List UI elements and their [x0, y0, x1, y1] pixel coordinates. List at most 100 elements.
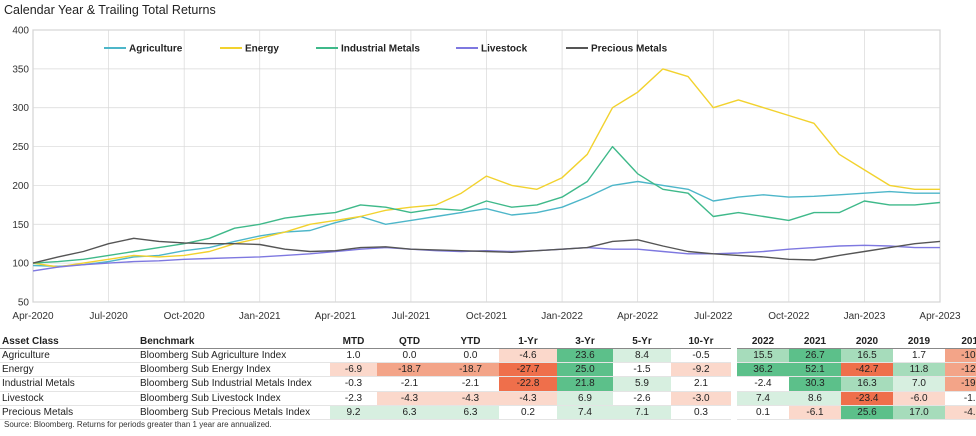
return-cell: -23.4 [841, 391, 893, 406]
y-tick-label: 200 [12, 181, 29, 192]
return-cell: -2.1 [377, 376, 442, 392]
return-cell: -9.2 [671, 362, 731, 378]
return-cell: 25.0 [557, 362, 613, 378]
x-tick-label: Apr-2023 [919, 311, 961, 322]
y-tick-label: 250 [12, 142, 29, 153]
return-cell: -2.6 [613, 391, 671, 406]
return-cell: -12.7 [945, 362, 976, 378]
x-tick-label: Jul-2022 [694, 311, 733, 322]
return-cell: 7.0 [893, 376, 945, 392]
return-cell: 6.3 [377, 405, 442, 420]
return-cell: -6.0 [893, 391, 945, 406]
header-col: 2020 [841, 334, 893, 349]
legend-entry: Industrial Metals [341, 44, 420, 55]
x-tick-label: Jan-2021 [239, 311, 281, 322]
return-cell: 21.8 [557, 376, 613, 392]
return-cell: -3.0 [671, 391, 731, 406]
y-tick-label: 150 [12, 220, 29, 231]
return-cell: 8.4 [613, 348, 671, 364]
header-col: 5-Yr [613, 334, 671, 349]
column-gap [731, 334, 737, 349]
header-col: 3-Yr [557, 334, 613, 349]
return-cell: 16.3 [841, 376, 893, 392]
chart-title: Calendar Year & Trailing Total Returns [4, 3, 216, 17]
benchmark-cell: Bloomberg Sub Industrial Metals Index [138, 376, 330, 392]
return-cell: 0.0 [442, 348, 499, 364]
return-cell: -4.3 [377, 391, 442, 406]
return-cell: 0.1 [737, 405, 789, 420]
table-row: Precious Metals Bloomberg Sub Precious Me… [0, 405, 976, 420]
column-gap [731, 362, 737, 377]
series-line-agriculture [32, 180, 940, 267]
x-tick-label: Jan-2023 [844, 311, 886, 322]
return-cell: 52.1 [789, 362, 841, 378]
return-cell: -2.3 [330, 391, 377, 406]
returns-table: Asset Class Benchmark MTD QTD YTD 1-Yr 3-Yr 5-Y… [0, 334, 976, 420]
return-cell: 11.8 [893, 362, 945, 378]
asset-class-cell: Precious Metals [0, 405, 138, 420]
benchmark-cell: Bloomberg Sub Agriculture Index [138, 348, 330, 364]
return-cell: -22.8 [499, 376, 557, 392]
return-cell: -0.3 [330, 376, 377, 392]
return-cell: 23.6 [557, 348, 613, 364]
source-note: Source: Bloomberg. Returns for periods g… [4, 420, 272, 429]
return-cell: -4.3 [442, 391, 499, 406]
legend-entry: Precious Metals [591, 44, 668, 55]
asset-class-cell: Industrial Metals [0, 376, 138, 392]
return-cell: -6.9 [330, 362, 377, 378]
return-cell: -18.7 [377, 362, 442, 378]
benchmark-cell: Bloomberg Sub Precious Metals Index [138, 405, 330, 420]
x-tick-label: Oct-2022 [768, 311, 810, 322]
header-col: 2019 [893, 334, 945, 349]
return-cell: -0.5 [671, 348, 731, 364]
x-tick-label: Apr-2021 [315, 311, 357, 322]
asset-class-cell: Energy [0, 362, 138, 378]
series-line-precious-metals [32, 237, 941, 264]
return-cell: -1.7 [945, 391, 976, 406]
header-benchmark: Benchmark [138, 334, 330, 349]
header-col: YTD [442, 334, 499, 349]
y-tick-label: 300 [12, 103, 29, 114]
header-col: 1-Yr [499, 334, 557, 349]
return-cell: 8.6 [789, 391, 841, 406]
return-cell: -19.5 [945, 376, 976, 392]
table-row: Livestock Bloomberg Sub Livestock Index -2… [0, 391, 976, 406]
column-gap [731, 405, 737, 420]
header-col: 10-Yr [671, 334, 731, 349]
return-cell: 25.6 [841, 405, 893, 420]
series-line-livestock [32, 244, 940, 272]
return-cell: -18.7 [442, 362, 499, 378]
return-cell: -4.6 [945, 405, 976, 420]
x-tick-label: Jul-2021 [392, 311, 431, 322]
y-tick-label: 50 [18, 298, 30, 309]
legend-entry: Livestock [481, 44, 528, 55]
return-cell: -1.5 [613, 362, 671, 378]
return-cell: -6.1 [789, 405, 841, 420]
return-cell: 1.7 [893, 348, 945, 364]
return-cell: 6.3 [442, 405, 499, 420]
return-cell: -10.8 [945, 348, 976, 364]
x-tick-label: Jan-2022 [541, 311, 583, 322]
series-line-industrial-metals [32, 145, 941, 264]
column-gap [731, 376, 737, 392]
x-tick-label: Oct-2020 [164, 311, 206, 322]
return-cell: 36.2 [737, 362, 789, 378]
return-cell: 15.5 [737, 348, 789, 364]
return-cell: 16.5 [841, 348, 893, 364]
legend-entry: Agriculture [129, 44, 183, 55]
header-col: QTD [377, 334, 442, 349]
asset-class-cell: Agriculture [0, 348, 138, 364]
return-cell: -4.3 [499, 391, 557, 406]
legend-entry: Energy [245, 44, 279, 55]
header-col: MTD [330, 334, 377, 349]
return-cell: 7.4 [557, 405, 613, 420]
return-cell: 1.0 [330, 348, 377, 364]
x-tick-label: Apr-2022 [617, 311, 659, 322]
return-cell: 17.0 [893, 405, 945, 420]
return-cell: 2.1 [671, 376, 731, 392]
return-cell: 7.4 [737, 391, 789, 406]
return-cell: 0.3 [671, 405, 731, 420]
return-cell: -2.4 [737, 376, 789, 392]
return-cell: 5.9 [613, 376, 671, 392]
return-cell: 0.0 [377, 348, 442, 364]
